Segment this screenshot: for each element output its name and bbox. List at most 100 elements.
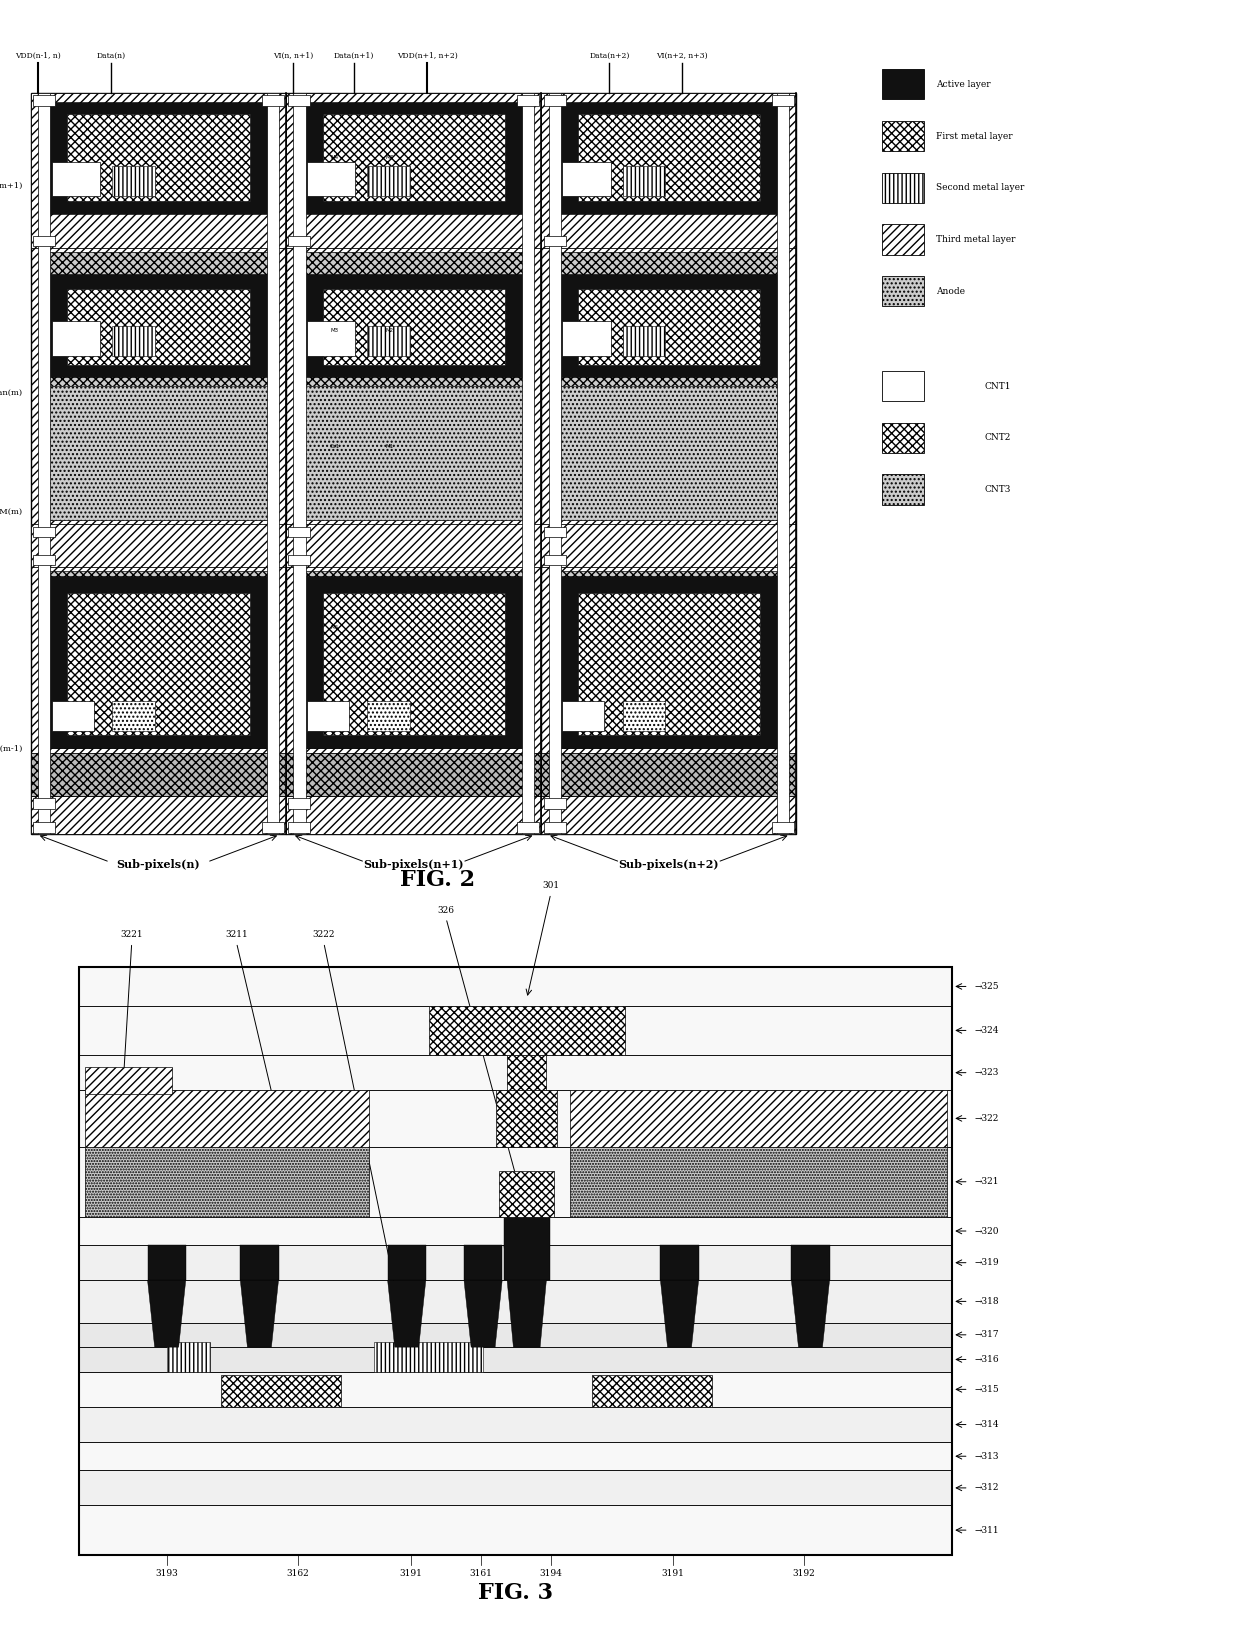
Bar: [306, 161, 356, 197]
Bar: [79, 1217, 952, 1245]
Bar: [322, 114, 505, 200]
Text: 3192: 3192: [792, 1568, 815, 1578]
Bar: [46, 101, 272, 213]
Bar: [84, 1147, 368, 1217]
Bar: [507, 1054, 547, 1090]
Bar: [593, 1375, 712, 1407]
Bar: [570, 1090, 947, 1147]
Bar: [113, 166, 155, 197]
Text: →320: →320: [975, 1227, 998, 1235]
Bar: [882, 371, 924, 402]
Text: →314: →314: [975, 1420, 998, 1429]
Bar: [33, 236, 56, 246]
Bar: [882, 423, 924, 452]
Bar: [52, 322, 100, 356]
Bar: [113, 325, 155, 356]
Bar: [79, 1280, 952, 1323]
Text: CNT2: CNT2: [985, 433, 1011, 443]
Bar: [541, 524, 796, 568]
Text: 3161: 3161: [470, 1568, 492, 1578]
Text: EM(m): EM(m): [0, 508, 22, 516]
Text: Data(n+1): Data(n+1): [334, 52, 374, 60]
Bar: [367, 166, 410, 197]
Bar: [367, 701, 410, 731]
Bar: [622, 701, 665, 731]
Text: M1: M1: [386, 444, 393, 449]
Bar: [31, 93, 286, 835]
Bar: [882, 475, 924, 504]
Bar: [79, 1347, 952, 1372]
Text: Data(n+2): Data(n+2): [589, 52, 630, 60]
Polygon shape: [148, 1280, 186, 1347]
Text: Sub-pixels(n+2): Sub-pixels(n+2): [619, 859, 719, 870]
Bar: [67, 594, 249, 735]
Bar: [31, 524, 286, 568]
Bar: [79, 1372, 952, 1407]
Bar: [543, 236, 565, 246]
Bar: [543, 822, 565, 833]
Polygon shape: [791, 1280, 830, 1347]
Bar: [296, 571, 532, 748]
Text: Second metal layer: Second metal layer: [936, 184, 1024, 192]
Polygon shape: [241, 1280, 279, 1347]
Bar: [286, 524, 542, 568]
Bar: [31, 796, 286, 835]
Text: →325: →325: [975, 983, 998, 991]
Bar: [289, 236, 310, 246]
Bar: [541, 753, 796, 796]
Text: Anode: Anode: [936, 286, 965, 296]
Bar: [374, 1342, 484, 1372]
Bar: [503, 1217, 549, 1280]
Bar: [578, 288, 760, 364]
Text: →316: →316: [975, 1355, 998, 1363]
Text: 3222: 3222: [312, 931, 335, 939]
Text: VDD(n+1, n+2): VDD(n+1, n+2): [397, 52, 458, 60]
Bar: [84, 1067, 172, 1093]
Bar: [622, 325, 665, 356]
Text: →319: →319: [975, 1258, 998, 1267]
Text: Scan(m-1): Scan(m-1): [0, 745, 22, 753]
Text: FIG. 3: FIG. 3: [479, 1581, 553, 1604]
Text: Cs1: Cs1: [330, 444, 340, 449]
Bar: [543, 555, 565, 566]
Polygon shape: [388, 1280, 425, 1347]
Text: 3211: 3211: [226, 931, 248, 939]
Bar: [166, 1342, 211, 1372]
Bar: [79, 1323, 952, 1347]
Bar: [548, 93, 560, 835]
Bar: [33, 94, 56, 106]
Bar: [367, 325, 410, 356]
Bar: [296, 252, 532, 519]
Bar: [262, 94, 284, 106]
Bar: [556, 386, 782, 519]
Bar: [79, 1147, 952, 1217]
Bar: [148, 1245, 186, 1280]
Bar: [551, 252, 786, 519]
Text: →315: →315: [975, 1385, 999, 1394]
Bar: [300, 576, 527, 748]
Bar: [52, 161, 100, 197]
Bar: [84, 1090, 368, 1147]
Bar: [777, 93, 789, 835]
Bar: [882, 172, 924, 203]
Bar: [556, 273, 782, 377]
Bar: [562, 322, 610, 356]
Bar: [543, 94, 565, 106]
Bar: [113, 701, 155, 731]
Bar: [79, 1471, 952, 1505]
Text: 326: 326: [438, 906, 455, 914]
Text: →322: →322: [975, 1114, 998, 1123]
Polygon shape: [503, 1245, 549, 1347]
Text: 3193: 3193: [155, 1568, 179, 1578]
Text: →311: →311: [975, 1526, 998, 1534]
Bar: [67, 114, 249, 200]
Bar: [500, 1171, 554, 1217]
Bar: [543, 527, 565, 537]
Bar: [556, 101, 782, 213]
Bar: [517, 822, 539, 833]
Bar: [289, 555, 310, 566]
Bar: [79, 1054, 952, 1090]
Bar: [541, 93, 796, 835]
Bar: [464, 1245, 502, 1280]
Bar: [46, 576, 272, 748]
